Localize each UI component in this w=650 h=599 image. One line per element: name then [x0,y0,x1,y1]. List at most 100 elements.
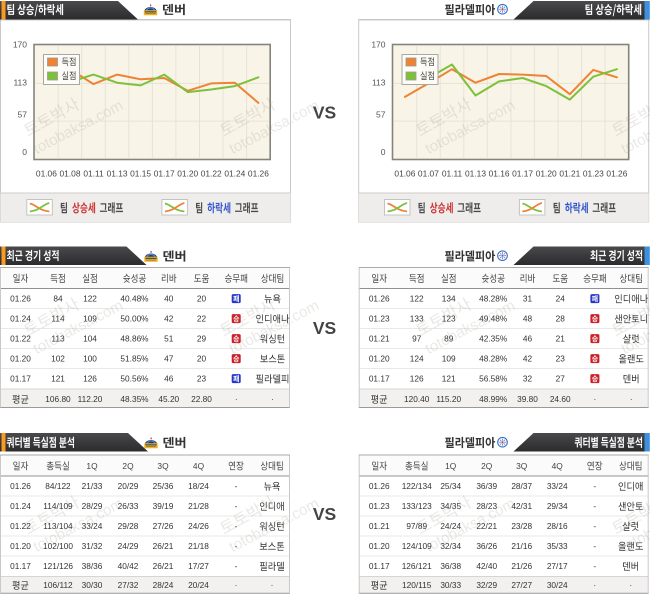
svg-text:01.23: 01.23 [583,169,604,179]
svg-text:48.35%: 48.35% [120,394,149,404]
svg-text:01.26: 01.26 [248,169,269,179]
svg-text:01.06: 01.06 [394,169,415,179]
svg-text:27/26: 27/26 [153,521,174,531]
svg-text:-: - [593,481,596,491]
svg-text:29/28: 29/28 [118,521,139,531]
svg-text:24/29: 24/29 [118,541,139,551]
svg-text:24: 24 [556,294,566,304]
svg-text:24.60: 24.60 [550,394,571,404]
svg-text:51: 51 [164,334,174,344]
svg-text:23/28: 23/28 [511,521,532,531]
svg-text:4Q: 4Q [552,461,564,471]
svg-text:01.17: 01.17 [369,374,390,384]
svg-text:01.20: 01.20 [369,541,390,551]
svg-text:27/32: 27/32 [118,580,139,590]
svg-text:01.26: 01.26 [369,481,390,491]
svg-text:·: · [594,394,597,404]
svg-text:134: 134 [442,294,456,304]
svg-text:36/39: 36/39 [476,481,497,491]
svg-text:113/104: 113/104 [43,521,73,531]
svg-text:35/33: 35/33 [547,541,568,551]
svg-text:·: · [629,580,632,590]
svg-text:01.22: 01.22 [10,521,31,531]
svg-text:39.80: 39.80 [517,394,538,404]
svg-text:01.22: 01.22 [10,334,31,344]
svg-text:01.11: 01.11 [442,169,463,179]
svg-text:123: 123 [442,314,456,324]
svg-text:30/24: 30/24 [547,580,568,590]
svg-text:26/21: 26/21 [153,541,174,551]
svg-text:38/36: 38/36 [82,561,103,571]
svg-text:01.08: 01.08 [60,169,81,179]
svg-text:50.56%: 50.56% [120,374,149,384]
svg-text:VS: VS [313,318,336,338]
svg-text:-: - [235,521,238,531]
svg-text:102: 102 [51,354,65,364]
svg-text:57: 57 [18,110,28,120]
svg-text:28/29: 28/29 [82,501,103,511]
svg-text:01.21: 01.21 [369,521,390,531]
svg-text:39/19: 39/19 [153,501,174,511]
svg-text:20: 20 [197,294,207,304]
svg-text:84: 84 [53,294,63,304]
svg-text:31/32: 31/32 [82,541,103,551]
svg-text:21/26: 21/26 [511,561,532,571]
svg-text:33/24: 33/24 [547,481,568,491]
svg-text:124/109: 124/109 [402,541,432,551]
svg-text:30/30: 30/30 [82,580,103,590]
svg-text:106.80: 106.80 [45,394,71,404]
svg-text:28/24: 28/24 [153,580,174,590]
svg-text:01.17: 01.17 [10,374,31,384]
svg-text:01.26: 01.26 [369,294,390,304]
svg-text:121: 121 [442,374,456,384]
svg-text:42: 42 [523,354,533,364]
svg-text:01.15: 01.15 [130,169,151,179]
svg-text:-: - [235,481,238,491]
svg-text:28/16: 28/16 [547,521,568,531]
svg-text:01.20: 01.20 [10,354,31,364]
svg-text:01.26: 01.26 [10,294,31,304]
svg-text:40: 40 [164,294,174,304]
svg-text:01.21: 01.21 [559,169,580,179]
svg-text:24/24: 24/24 [440,521,461,531]
svg-text:48.99%: 48.99% [479,394,508,404]
svg-text:50.00%: 50.00% [120,314,149,324]
svg-text:31: 31 [523,294,533,304]
svg-text:21/33: 21/33 [82,481,103,491]
svg-text:26/33: 26/33 [118,501,139,511]
svg-text:0: 0 [22,147,27,157]
svg-text:01.11: 01.11 [83,169,104,179]
svg-text:01.17: 01.17 [512,169,533,179]
svg-text:24/26: 24/26 [188,521,209,531]
svg-text:97: 97 [412,334,422,344]
svg-text:51.85%: 51.85% [120,354,149,364]
svg-text:01.16: 01.16 [489,169,510,179]
svg-text:20/24: 20/24 [188,580,209,590]
svg-text:01.20: 01.20 [536,169,557,179]
svg-text:120/115: 120/115 [402,580,432,590]
svg-text:-: - [235,541,238,551]
svg-text:126: 126 [410,374,424,384]
svg-text:33/24: 33/24 [82,521,103,531]
svg-text:109: 109 [442,354,456,364]
svg-text:122: 122 [410,294,424,304]
svg-text:45.20: 45.20 [158,394,179,404]
svg-text:122/134: 122/134 [402,481,432,491]
svg-text:84/122: 84/122 [45,481,71,491]
svg-text:25/36: 25/36 [153,481,174,491]
svg-text:-: - [235,561,238,571]
svg-text:133/123: 133/123 [402,501,432,511]
svg-text:115.20: 115.20 [436,394,461,404]
svg-text:4Q: 4Q [193,461,205,471]
svg-text:121/126: 121/126 [43,561,73,571]
svg-text:40/42: 40/42 [118,561,139,571]
svg-text:01.13: 01.13 [107,169,128,179]
svg-text:34/35: 34/35 [440,501,461,511]
svg-text:56.58%: 56.58% [479,374,508,384]
svg-text:21/18: 21/18 [188,541,209,551]
svg-text:01.21: 01.21 [369,334,390,344]
svg-text:-: - [593,561,596,571]
svg-text:28: 28 [556,314,566,324]
svg-text:48.28%: 48.28% [479,354,508,364]
svg-text:36/26: 36/26 [476,541,497,551]
